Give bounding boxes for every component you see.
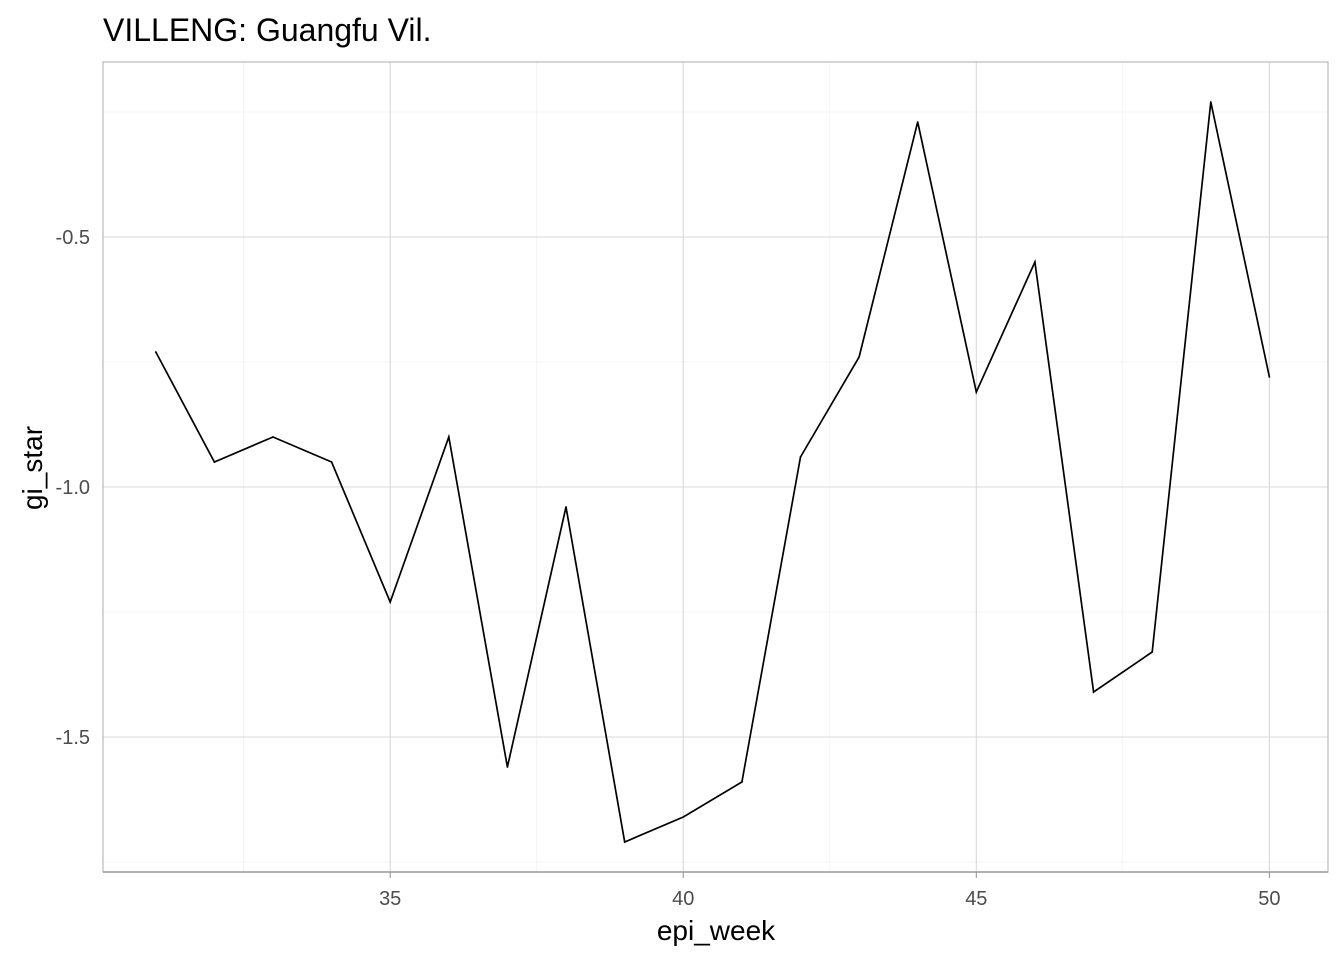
data-point-week-37 (506, 766, 509, 768)
data-point-week-39 (623, 841, 626, 843)
data-point-week-45 (975, 391, 978, 393)
x-tick-label-45: 45 (965, 888, 987, 910)
x-tick-label-50: 50 (1258, 888, 1280, 910)
data-point-week-41 (740, 781, 743, 783)
data-point-week-33 (272, 436, 274, 438)
data-point-week-36 (447, 436, 450, 438)
y-tick-label-1: -1.0 (56, 477, 90, 499)
data-point-week-40 (682, 816, 685, 818)
data-point-week-49 (1209, 101, 1212, 103)
data-point-week-38 (565, 506, 567, 508)
x-axis-title: epi_week (657, 915, 776, 946)
x-axis-ticks: 35 40 45 50 (379, 872, 1281, 910)
y-axis-title: gi_star (17, 426, 48, 510)
x-tick-label-40: 40 (672, 888, 694, 910)
plot-panel-border (102, 61, 1329, 873)
major-gridlines (103, 62, 1328, 872)
data-point-week-35 (389, 601, 392, 603)
minor-gridlines (103, 62, 1328, 872)
y-axis-ticks: -1.5 -1.0 -0.5 (56, 227, 90, 749)
data-point-week-34 (330, 461, 333, 463)
data-point-week-48 (1151, 651, 1154, 653)
y-tick-label-0: -1.5 (56, 727, 90, 749)
data-point-week-43 (858, 356, 861, 358)
data-point-week-47 (1092, 691, 1095, 693)
data-point-week-42 (799, 456, 802, 458)
chart-title: VILLENG: Guangfu Vil. (103, 12, 431, 48)
data-point-week-44 (916, 121, 919, 123)
data-point-week-32 (213, 461, 216, 463)
gi-star-series-line (155, 101, 1271, 844)
y-tick-label-2: -0.5 (56, 227, 90, 249)
x-tick-label-35: 35 (379, 888, 401, 910)
data-point-week-46 (1034, 261, 1036, 263)
series-points (154, 101, 1271, 843)
data-point-week-50 (1268, 376, 1271, 378)
data-point-week-31 (154, 351, 157, 353)
